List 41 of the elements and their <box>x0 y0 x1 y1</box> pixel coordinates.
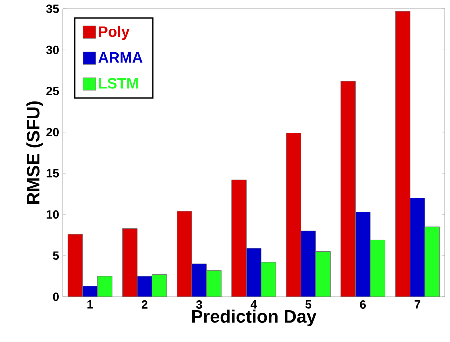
bar <box>232 180 247 297</box>
bar <box>300 230 316 297</box>
x-tick-label: 2 <box>142 300 148 309</box>
y-axis-title: RMSE (SFU) <box>26 102 44 204</box>
legend-label: Poly <box>99 26 130 40</box>
bar <box>122 228 138 297</box>
bar <box>82 286 98 297</box>
bar <box>340 81 356 297</box>
legend-label: ARMA <box>98 52 143 63</box>
y-tick-label: 5 <box>53 252 60 260</box>
y-tick-label: 15 <box>46 169 60 178</box>
bar <box>424 226 440 297</box>
legend-label: LSTM <box>99 78 138 89</box>
y-tick-label: 35 <box>46 4 60 14</box>
x-tick-label: 4 <box>250 300 258 309</box>
y-tick-label: 25 <box>46 87 60 96</box>
bar <box>246 248 262 297</box>
bar <box>395 11 411 297</box>
bar <box>370 240 386 297</box>
bar <box>410 198 426 297</box>
y-tick-label: 30 <box>46 46 59 54</box>
y-tick-label: 10 <box>46 210 59 219</box>
x-tick-label: 1 <box>88 300 94 309</box>
bar <box>286 133 302 297</box>
x-tick-label: 5 <box>306 300 312 309</box>
bar <box>261 262 276 297</box>
bar <box>152 274 168 297</box>
bar <box>192 264 208 297</box>
y-tick-label: 20 <box>46 128 59 137</box>
x-tick-label: 6 <box>360 300 366 309</box>
bar <box>137 276 152 297</box>
x-axis-title: Prediction Day <box>192 310 317 327</box>
x-tick-label: 3 <box>196 300 202 310</box>
bar <box>206 270 222 297</box>
bar <box>316 251 331 297</box>
bar <box>97 276 113 297</box>
x-tick-label: 7 <box>414 300 421 309</box>
bar <box>177 211 192 297</box>
y-tick-label: 0 <box>53 292 59 302</box>
bar <box>356 212 371 297</box>
bar <box>68 234 84 297</box>
